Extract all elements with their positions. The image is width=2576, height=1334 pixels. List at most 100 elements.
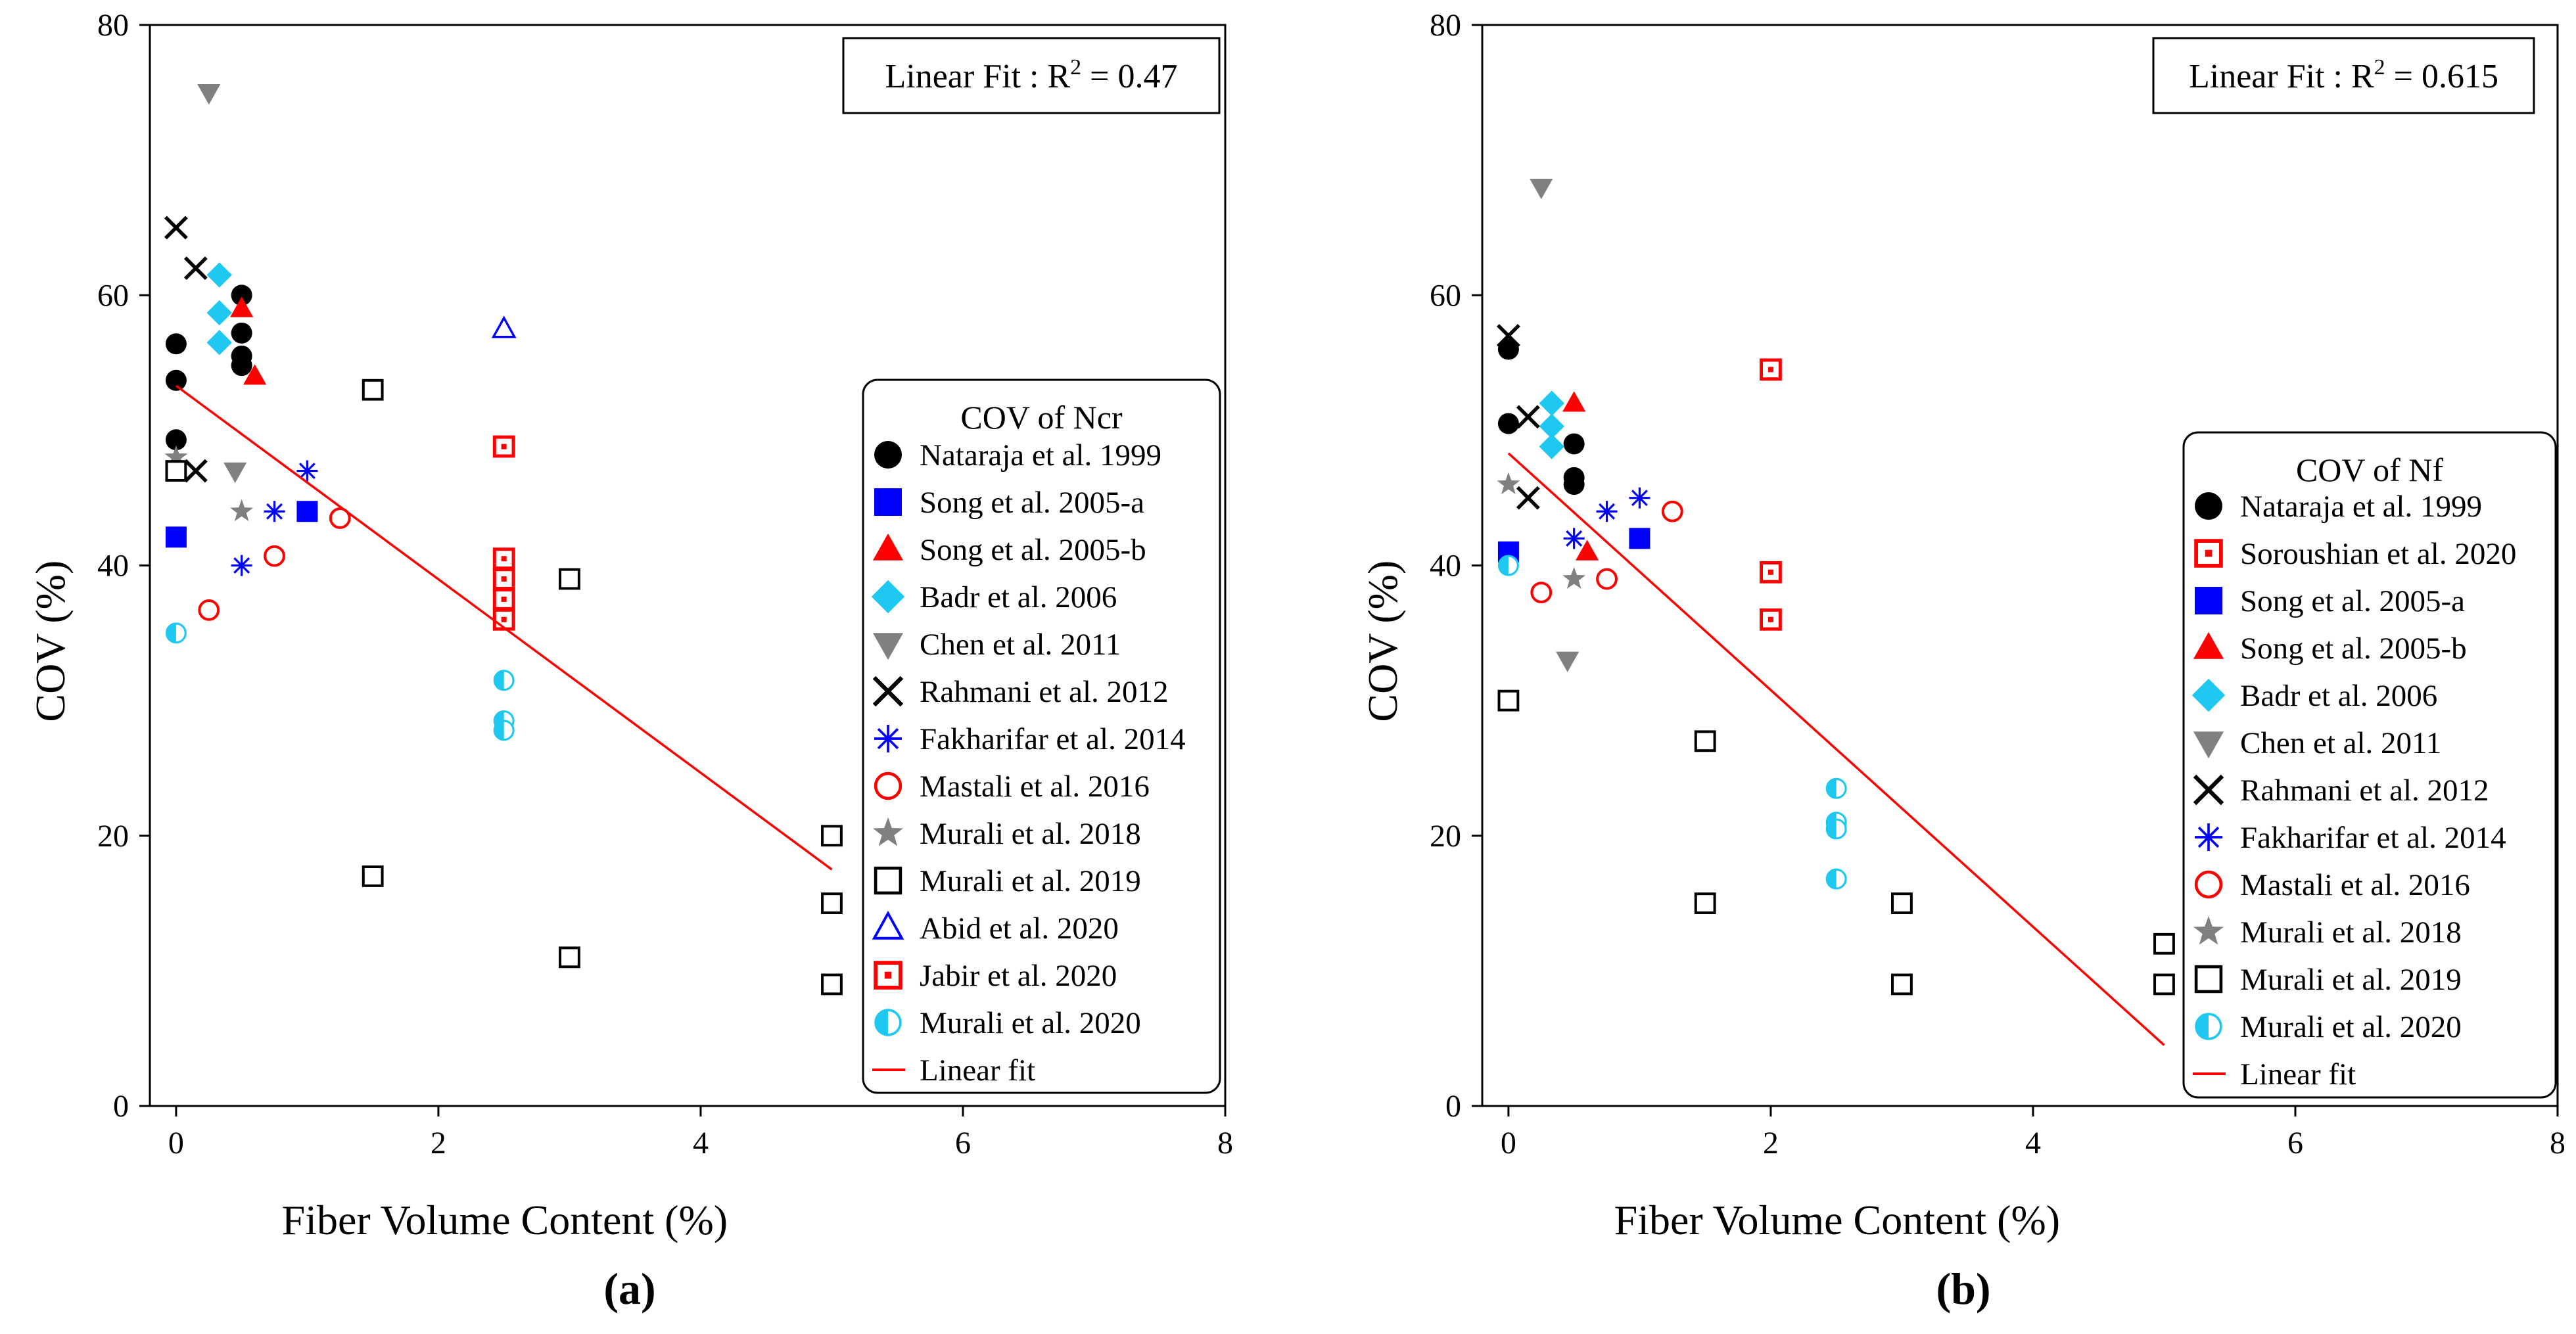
data-point <box>230 499 254 522</box>
x-tick-label: 4 <box>2025 1126 2041 1161</box>
data-point <box>1825 818 1847 840</box>
data-point <box>223 462 247 483</box>
legend-label: Murali et al. 2020 <box>920 1006 1141 1040</box>
legend-label: Song et al. 2005-a <box>2240 584 2465 618</box>
series-mastali-et-al-2016 <box>198 507 351 621</box>
y-tick-label: 0 <box>1445 1089 1461 1124</box>
series-badr-et-al-2006 <box>1539 390 1564 459</box>
legend-label: Murali et al. 2018 <box>2240 915 2462 950</box>
data-point <box>362 865 384 887</box>
legend-label: Song et al. 2005-b <box>2240 632 2467 666</box>
legend-label: Chen et al. 2011 <box>920 628 1121 662</box>
series-soroushian-et-al-2020 <box>1760 358 1782 631</box>
data-point <box>165 622 187 644</box>
legend-entry: Murali et al. 2018 <box>873 817 1141 851</box>
legend-marker <box>2195 492 2222 520</box>
series-chen-et-al-2011 <box>1530 178 1580 672</box>
legend-label: Song et al. 2005-a <box>920 486 1144 520</box>
legend-marker <box>2195 587 2222 614</box>
y-tick-label: 80 <box>97 8 129 43</box>
legend-label: Murali et al. 2019 <box>2240 963 2462 997</box>
legend-entry: Song et al. 2005-a <box>874 486 1144 520</box>
data-point <box>243 364 267 385</box>
series-chen-et-al-2011 <box>197 84 247 483</box>
series-nataraja-et-al-1999 <box>1497 338 1585 495</box>
legend-entry: Fakharifar et al. 2014 <box>2195 821 2506 855</box>
legend-label: Jabir et al. 2020 <box>920 959 1117 993</box>
legend-frame <box>862 379 1221 1094</box>
x-tick-label: 2 <box>1763 1126 1779 1161</box>
data-point <box>1825 868 1847 890</box>
legend-marker <box>2191 678 2226 712</box>
data-point <box>493 720 515 741</box>
legend-entry: Song et al. 2005-b <box>872 533 1146 567</box>
legend-entry: Linear fit <box>872 1053 1035 1088</box>
legend-entry: Rahmani et al. 2012 <box>2193 773 2489 808</box>
x-tick-label: 4 <box>693 1126 709 1161</box>
x-tick-label: 0 <box>168 1126 184 1161</box>
data-point <box>264 501 285 522</box>
legend-label: Mastali et al. 2016 <box>920 770 1150 804</box>
y-tick-label: 60 <box>1430 278 1461 313</box>
data-point <box>206 300 232 326</box>
data-point <box>1497 472 1520 494</box>
legend-entry: Song et al. 2005-a <box>2195 584 2465 618</box>
series-badr-et-al-2006 <box>206 262 232 356</box>
legend-label: Nataraja et al. 1999 <box>920 438 1161 472</box>
data-point <box>183 256 208 281</box>
y-axis-label: COV (%) <box>27 561 74 722</box>
legend-entry: Murali et al. 2019 <box>2194 963 2462 997</box>
data-point <box>1530 178 1553 200</box>
legend-entry: Mastali et al. 2016 <box>2194 868 2470 902</box>
x-axis-label: Fiber Volume Content (%) <box>282 1197 728 1243</box>
data-point <box>1497 555 1519 576</box>
y-axis-label: COV (%) <box>1359 561 1406 722</box>
data-point <box>1661 500 1683 522</box>
series-fakharifar-et-al-2014 <box>231 460 318 576</box>
legend-marker <box>871 580 905 614</box>
data-point <box>1891 892 1913 914</box>
data-point <box>206 330 232 356</box>
legend-marker <box>872 910 904 940</box>
legend-marker <box>2193 774 2224 806</box>
y-tick-label: 40 <box>1430 549 1461 584</box>
legend-label: Badr et al. 2006 <box>920 580 1117 614</box>
data-point <box>165 526 187 548</box>
data-point <box>165 369 187 391</box>
legend-marker <box>2194 870 2223 899</box>
data-point <box>493 670 515 691</box>
legend-label: Mastali et al. 2016 <box>2240 868 2470 902</box>
data-point <box>231 355 252 377</box>
legend-marker <box>2195 823 2222 851</box>
data-point <box>1516 405 1540 429</box>
data-point <box>1825 777 1847 799</box>
data-point <box>559 568 580 590</box>
data-point <box>1891 973 1913 996</box>
series-jabir-et-al-2020 <box>492 435 515 631</box>
data-point <box>362 379 384 401</box>
y-tick-label: 20 <box>1430 819 1461 854</box>
series-abid-et-al-2020 <box>491 315 517 338</box>
legend-marker <box>872 633 904 660</box>
series-song-et-al-2005-b <box>1562 391 1599 561</box>
data-point <box>1562 566 1586 589</box>
legend-label: Chen et al. 2011 <box>2240 726 2441 760</box>
data-point <box>165 333 187 355</box>
legend-label: Murali et al. 2019 <box>920 864 1141 898</box>
legend-marker <box>873 817 903 846</box>
data-point <box>1760 358 1782 381</box>
x-tick-label: 8 <box>2550 1126 2565 1161</box>
legend-entry: Murali et al. 2020 <box>874 1006 1141 1040</box>
data-point <box>1596 568 1618 590</box>
x-tick-label: 8 <box>1217 1126 1233 1161</box>
data-point <box>1496 324 1520 348</box>
data-point <box>821 825 843 847</box>
data-point <box>1563 474 1585 495</box>
data-point <box>197 84 221 105</box>
legend-entry: Murali et al. 2020 <box>2195 1010 2462 1044</box>
legend-entry: Badr et al. 2006 <box>2191 678 2437 713</box>
x-tick-label: 2 <box>431 1126 446 1161</box>
